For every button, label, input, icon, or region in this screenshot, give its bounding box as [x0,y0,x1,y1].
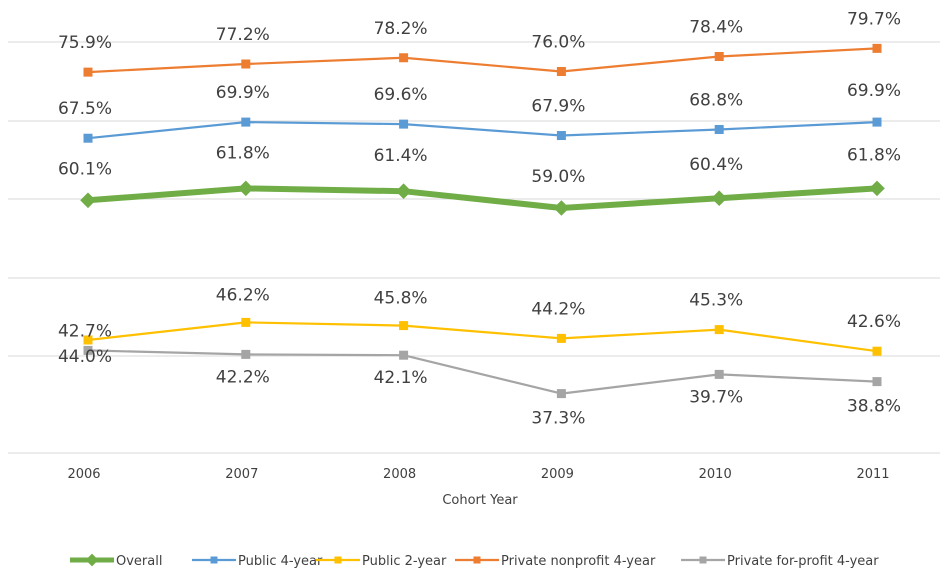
data-point-public-4-year [241,117,251,127]
data-label-overall: 60.4% [689,155,743,175]
gridlines [8,41,940,454]
data-point-overall [395,183,412,199]
data-labels: 60.1% 61.8% 61.4% 59.0% 60.4% 61.8% 67.5% 69.9%… [58,9,901,428]
data-point-public-2-year [83,335,93,345]
series-lines [80,43,885,399]
data-label-public-4-year: 69.9% [216,83,270,103]
series-line-private-nonprofit-4-year [86,47,879,74]
series-public-2-year [83,317,882,356]
data-label-private-nonprofit-4-year: 79.7% [847,9,901,29]
data-point-public-2-year [241,317,251,327]
data-point-private-for-profit-4-year [241,349,251,359]
x-tick-label: 2009 [541,467,574,482]
data-point-public-4-year [556,131,566,141]
data-point-private-for-profit-4-year [872,377,882,387]
data-label-public-2-year: 44.0% [58,347,112,367]
x-axis-ticks: 2006 2007 2008 2009 2010 2011 [67,467,889,482]
data-label-public-4-year: 67.9% [531,97,585,117]
data-point-public-2-year [399,321,409,331]
legend-marker [699,556,707,564]
data-point-private-nonprofit-4-year [714,52,724,61]
legend-item-overall: Overall [70,553,162,569]
data-label-public-2-year: 42.6% [847,312,901,332]
legend-label: Overall [116,554,162,569]
data-label-private-nonprofit-4-year: 75.9% [58,33,112,53]
data-label-overall: 61.4% [374,146,428,166]
data-point-private-for-profit-4-year [83,345,93,355]
data-label-overall: 59.0% [531,167,585,187]
data-point-overall [711,190,727,206]
x-tick-label: 2007 [225,467,258,482]
legend-item-public-4-year: Public 4-year [192,554,323,569]
data-point-public-2-year [872,346,882,356]
x-tick-label: 2011 [856,467,889,482]
data-label-public-2-year: 45.3% [689,291,743,311]
legend-label: Public 2-year [362,554,447,569]
data-point-public-2-year [714,325,724,335]
data-point-private-nonprofit-4-year [83,67,93,77]
data-point-overall [869,180,885,197]
data-label-public-4-year: 69.6% [374,85,428,105]
data-label-private-for-profit-4-year: 37.3% [531,409,585,429]
data-label-public-2-year: 45.8% [374,289,428,309]
data-point-public-4-year [399,119,409,129]
data-point-public-2-year [556,333,566,343]
data-label-private-nonprofit-4-year: 77.2% [216,25,270,45]
series-private-nonprofit-4-year [83,43,882,77]
data-label-private-nonprofit-4-year: 78.2% [374,19,428,39]
data-point-overall [553,200,570,216]
legend-label: Private for-profit 4-year [727,554,879,569]
data-point-private-nonprofit-4-year [241,59,251,69]
data-point-public-4-year [83,133,93,143]
series-public-4-year [83,117,882,143]
series-line-public-4-year [86,120,879,140]
data-label-private-for-profit-4-year: 42.1% [374,368,428,388]
data-point-private-for-profit-4-year [714,369,724,379]
data-label-private-nonprofit-4-year: 76.0% [531,33,585,53]
data-point-private-nonprofit-4-year [556,67,566,76]
series-line-public-2-year [86,321,879,353]
data-label-overall: 61.8% [847,145,901,165]
legend-marker [210,556,218,564]
data-label-private-for-profit-4-year: 39.7% [689,387,743,407]
data-label-private-nonprofit-4-year: 78.4% [689,18,743,38]
legend-item-private-for-profit-4-year: Private for-profit 4-year [681,554,879,569]
x-axis-title: Cohort Year [442,493,518,508]
legend: Overall Public 4-year Public 2-year Private… [70,553,879,569]
legend-item-private-nonprofit-4-year: Private nonprofit 4-year [455,554,656,569]
data-label-public-4-year: 67.5% [58,99,112,119]
data-label-private-for-profit-4-year: 38.8% [847,397,901,417]
data-point-private-nonprofit-4-year [872,43,882,53]
legend-marker [334,556,342,564]
series-line-private-for-profit-4-year [86,349,879,395]
legend-marker [85,553,99,567]
data-point-public-4-year [872,117,882,127]
x-tick-label: 2008 [383,467,416,482]
data-point-public-4-year [714,124,724,134]
legend-label: Private nonprofit 4-year [501,554,656,569]
legend-label: Public 4-year [238,554,323,569]
data-point-private-for-profit-4-year [556,389,566,399]
series-private-for-profit-4-year [83,345,882,399]
data-point-overall [80,192,96,209]
series-overall [80,180,885,216]
data-label-public-2-year: 46.2% [216,285,270,305]
data-point-private-nonprofit-4-year [399,53,409,63]
x-tick-label: 2006 [67,467,100,482]
legend-marker [473,556,481,564]
legend-item-public-2-year: Public 2-year [316,554,447,569]
x-tick-label: 2010 [699,467,732,482]
data-label-private-for-profit-4-year: 42.2% [216,367,270,387]
data-label-public-4-year: 69.9% [847,81,901,101]
data-label-public-2-year: 44.2% [531,299,585,319]
series-line-overall [85,185,880,211]
data-label-public-4-year: 68.8% [689,90,743,110]
data-point-private-for-profit-4-year [399,350,409,360]
data-label-overall: 60.1% [58,159,112,179]
data-point-overall [238,180,254,197]
data-label-private-for-profit-4-year: 42.7% [58,321,112,341]
data-label-overall: 61.8% [216,143,270,163]
